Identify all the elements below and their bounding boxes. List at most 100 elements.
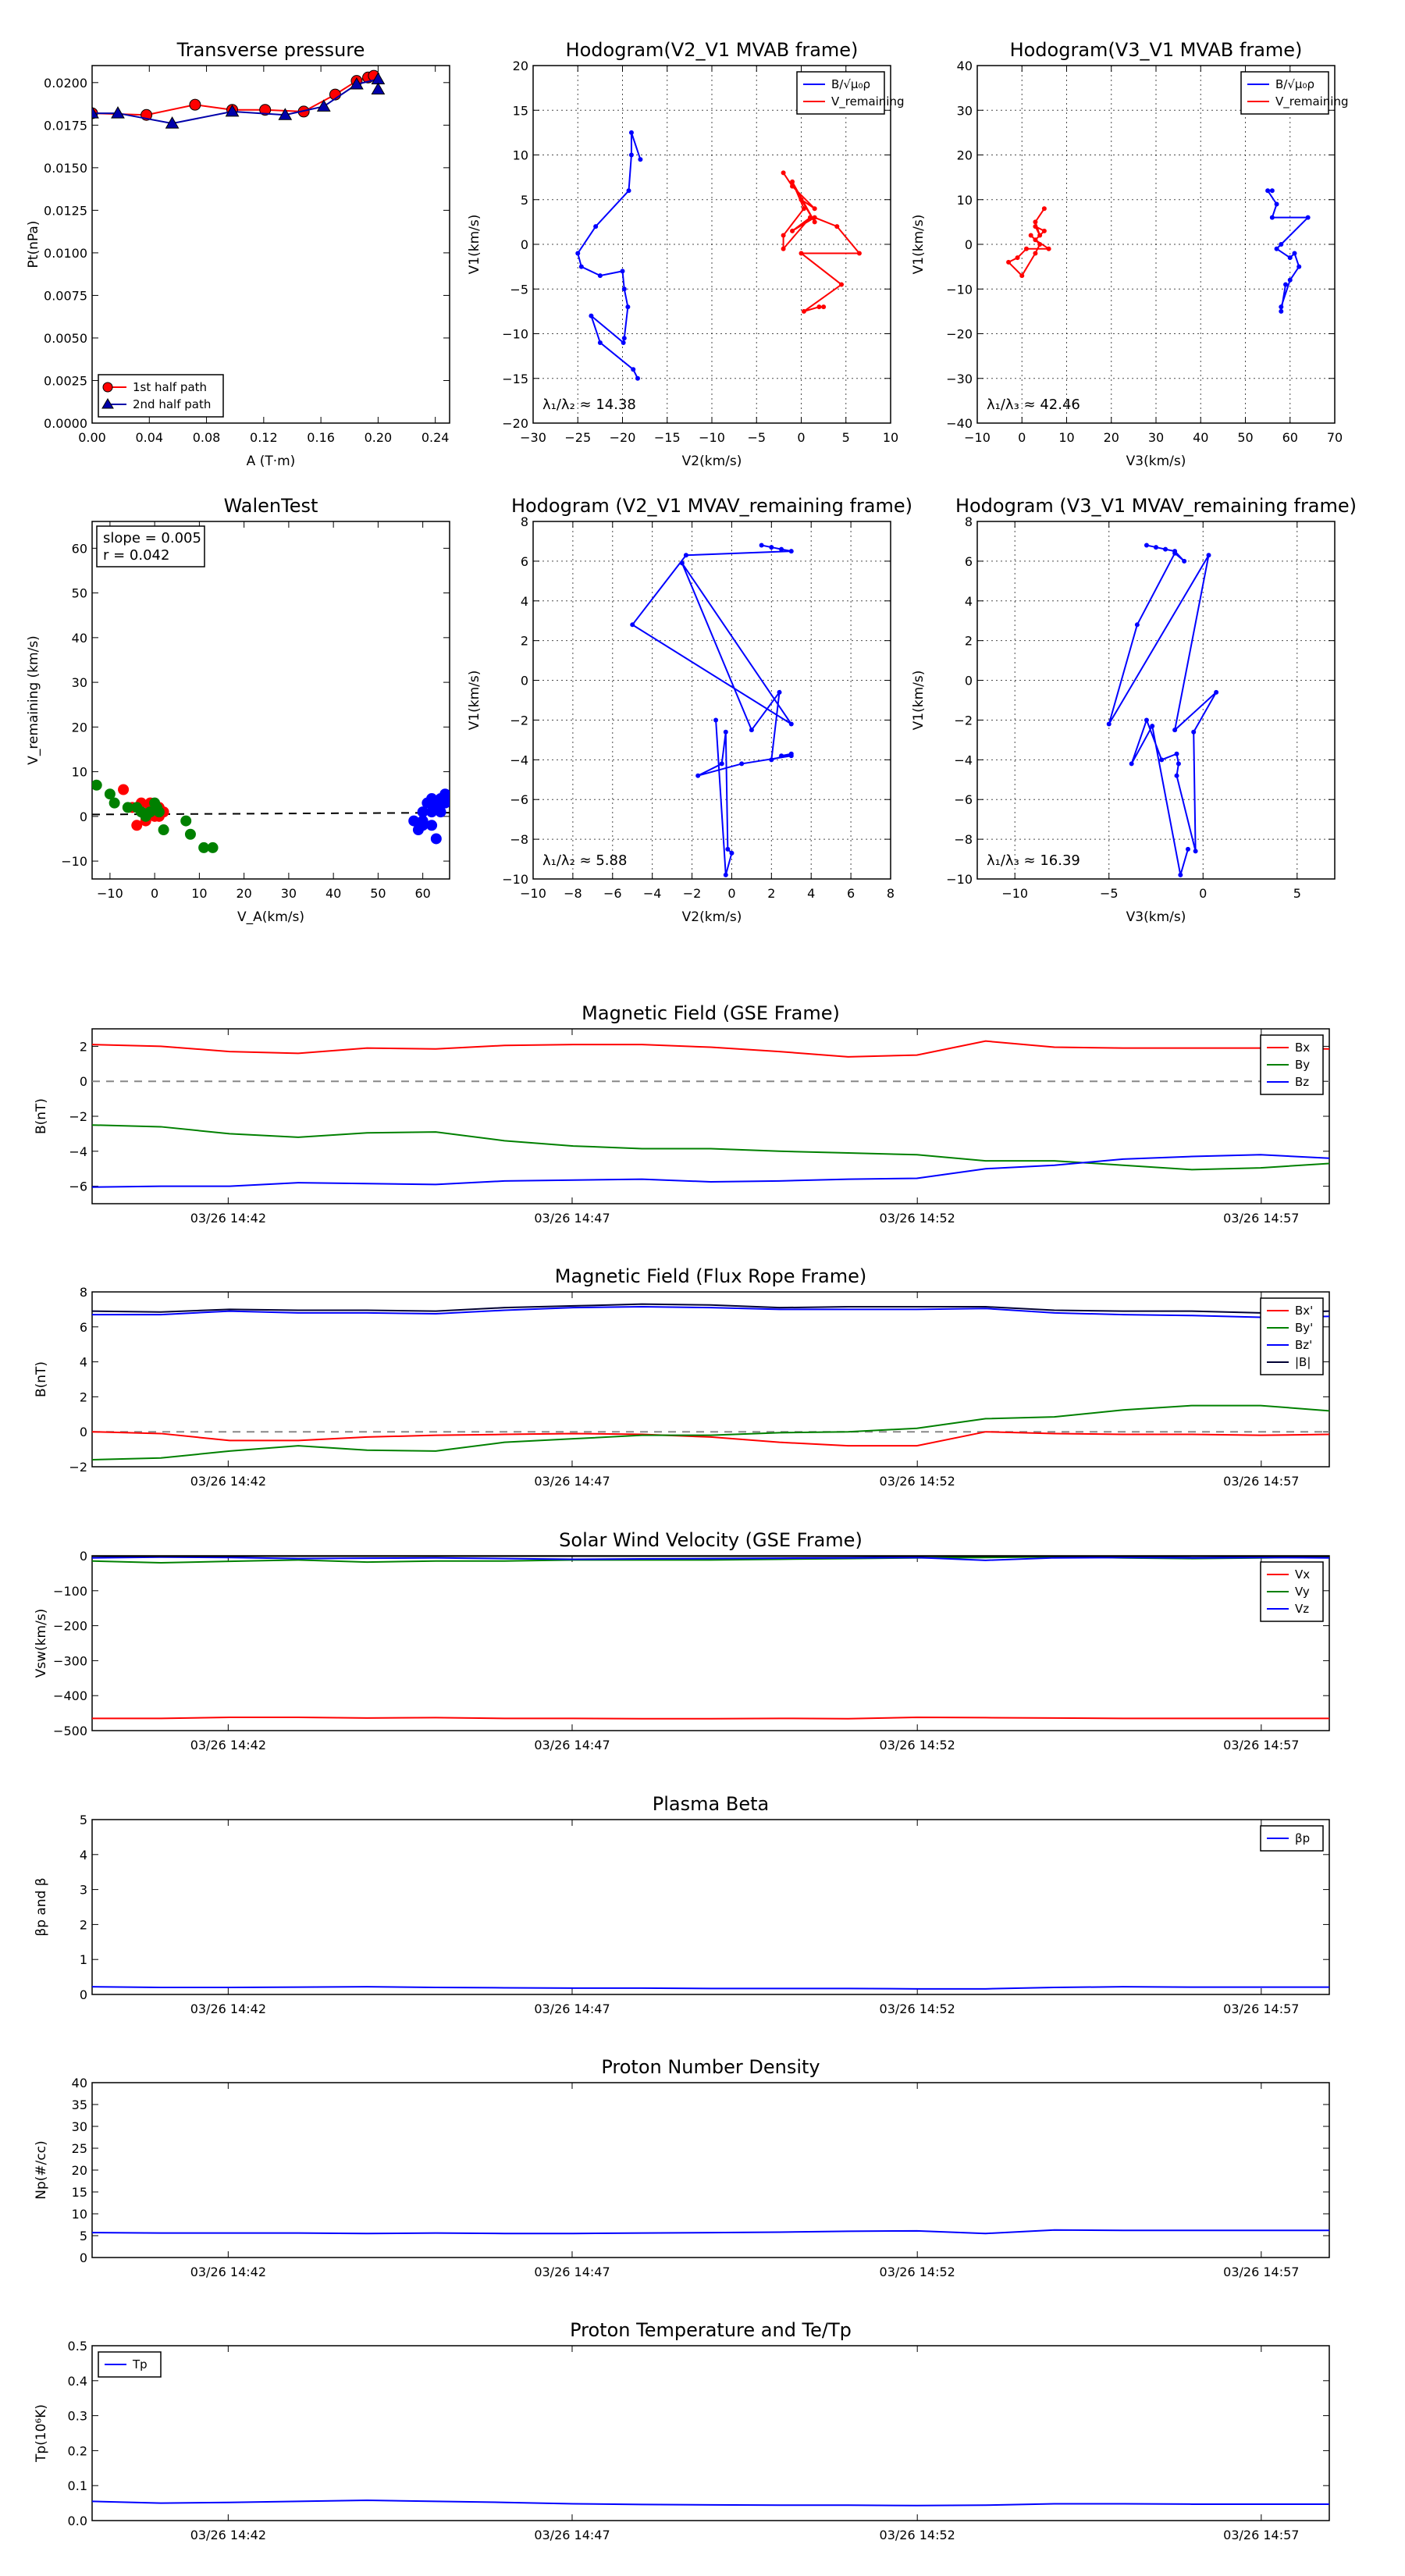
y-tick-label: 0.0175 <box>44 118 87 133</box>
x-tick-label: 0 <box>797 430 805 445</box>
scatter-point <box>417 820 429 831</box>
x-tick-label: 03/26 14:57 <box>1223 1738 1299 1752</box>
y-tick-label: 4 <box>521 594 528 609</box>
y-tick-label: 30 <box>957 103 973 118</box>
data-point <box>719 761 724 767</box>
data-point <box>638 157 643 162</box>
legend: 1st half path 2nd half path <box>98 374 224 418</box>
x-tick-label: 50 <box>1237 430 1253 445</box>
data-point <box>683 553 688 558</box>
plot-area <box>575 130 862 381</box>
data-point <box>593 224 599 229</box>
x-tick-label: 0.12 <box>250 430 278 445</box>
data-point <box>628 130 634 135</box>
panel-h2: Hodogram(V3_V1 MVAB frame) −40 −30 −20 −10 0 1… <box>911 39 1349 469</box>
x-tick-label: −4 <box>643 886 662 901</box>
data-point <box>779 546 784 552</box>
x-tick-label: 0.08 <box>193 430 221 445</box>
panel-wt: WalenTest −10 0 10 20 30 40 50 60 −10 0 10 20 30 40 50 6… <box>26 495 450 925</box>
data-point <box>1163 546 1168 552</box>
y-tick-label: 0.5 <box>68 2339 87 2354</box>
y-tick-label: 40 <box>957 59 973 73</box>
y-tick-label: 10 <box>72 765 87 780</box>
y-tick-label: −6 <box>510 792 528 807</box>
y-tick-label: −30 <box>946 372 973 386</box>
x-tick-label: 0 <box>1018 430 1026 445</box>
chart-title: Hodogram (V3_V1 MVAV_remaining frame) <box>955 495 1357 517</box>
data-point <box>1033 251 1038 256</box>
axes-frame <box>976 521 1336 880</box>
data-point <box>799 251 804 256</box>
data-point <box>781 246 786 251</box>
data-point <box>1144 717 1149 723</box>
y-tick-label: −400 <box>53 1688 87 1703</box>
y-tick-label: 2 <box>80 1039 87 1054</box>
series-line <box>1007 208 1051 277</box>
legend-label: V_remaining <box>1275 94 1349 109</box>
data-point <box>1174 773 1179 778</box>
data-point <box>799 197 804 202</box>
x-tick-label: −8 <box>564 886 582 901</box>
annotation-box <box>96 525 205 568</box>
annotation-text: λ₁/λ₃ ≈ 42.46 <box>987 397 1080 413</box>
data-point <box>1015 255 1020 261</box>
x-tick-label: 03/26 14:42 <box>190 1738 266 1752</box>
data-point <box>1279 242 1284 247</box>
y-tick-label: −10 <box>61 854 87 869</box>
x-tick-label: −10 <box>699 430 725 445</box>
scatter-point <box>131 820 143 831</box>
legend: Bx' By' Bz' |B| <box>1260 1297 1324 1375</box>
legend-label: Vx <box>1295 1567 1310 1582</box>
scatter-point <box>140 810 151 822</box>
data-point <box>807 215 813 220</box>
data-point <box>749 728 754 733</box>
data-point <box>1269 215 1275 220</box>
x-tick-label: 60 <box>414 886 430 901</box>
y-tick-label: −10 <box>946 872 973 887</box>
y-tick-label: 35 <box>72 2097 87 2112</box>
y-tick-label: 6 <box>965 554 973 569</box>
legend-box <box>796 71 885 115</box>
x-tick-label: 40 <box>325 886 341 901</box>
data-point <box>1033 219 1038 225</box>
data-point <box>679 560 685 566</box>
data-point <box>788 721 794 727</box>
data-point <box>839 282 845 287</box>
chart-title: Plasma Beta <box>653 1793 769 1815</box>
y-tick-label: 0 <box>521 674 528 688</box>
x-axis-label: V2(km/s) <box>682 909 742 925</box>
data-point <box>626 188 631 194</box>
y-axis-label: Np(#/cc) <box>34 2140 49 2199</box>
data-point <box>1154 545 1158 550</box>
y-tick-label: −4 <box>954 753 973 767</box>
plot-area <box>92 69 386 129</box>
data-point <box>1206 553 1211 558</box>
data-point <box>1041 228 1047 233</box>
data-point <box>165 116 180 129</box>
annotation-text: λ₁/λ₃ ≈ 16.39 <box>987 852 1080 869</box>
y-tick-label: 0 <box>80 1987 87 2002</box>
series-line <box>1108 544 1218 876</box>
data-point <box>1283 282 1289 287</box>
y-tick-label: 6 <box>521 554 528 569</box>
data-point <box>1041 206 1047 212</box>
scatter-point <box>180 815 192 827</box>
y-tick-label: 0 <box>80 1549 87 1564</box>
x-tick-label: 03/26 14:47 <box>534 2265 610 2279</box>
y-tick-label: 0 <box>965 237 973 252</box>
data-point <box>625 304 631 310</box>
y-tick-label: 0 <box>80 809 87 824</box>
y-axis-label: V1(km/s) <box>911 215 927 275</box>
x-tick-label: 0 <box>1199 886 1207 901</box>
data-point <box>1023 246 1029 251</box>
x-tick-label: 03/26 14:47 <box>534 1474 610 1489</box>
data-point <box>630 622 635 628</box>
x-tick-label: 30 <box>281 886 297 901</box>
y-tick-label: 0.0150 <box>44 161 87 176</box>
data-point <box>801 308 806 314</box>
y-tick-label: 0.0025 <box>44 373 87 388</box>
y-tick-label: 2 <box>521 634 528 649</box>
chart-title: Hodogram (V2_V1 MVAV_remaining frame) <box>511 495 912 517</box>
data-point <box>620 269 625 274</box>
x-tick-label: 2 <box>767 886 775 901</box>
